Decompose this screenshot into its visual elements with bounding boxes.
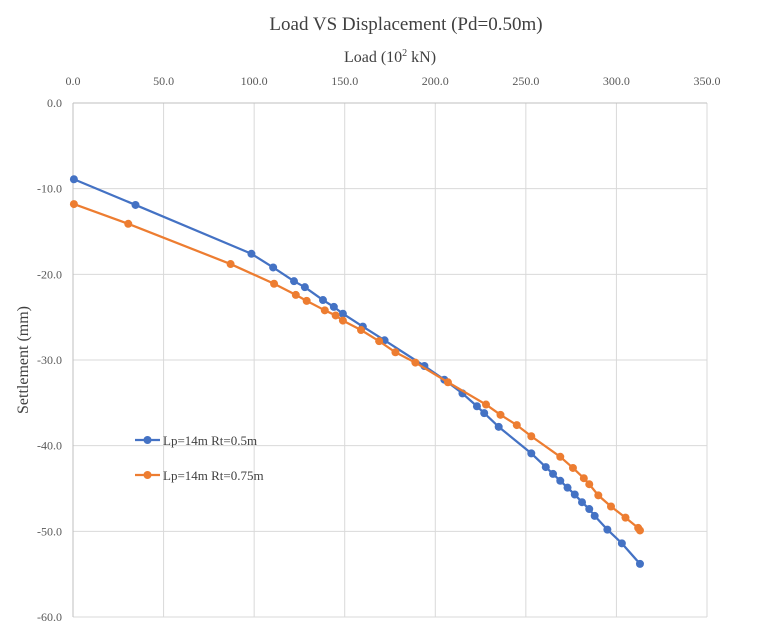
legend-label: Lp=14m Rt=0.75m [163,468,264,483]
data-point [578,498,587,507]
data-point [570,490,579,499]
data-point [621,513,630,522]
data-point [318,296,327,305]
legend-swatch-marker [143,471,152,479]
x-tick-label: 0.0 [66,74,81,88]
y-tick-label: -20.0 [37,267,62,281]
data-point [512,421,521,430]
y-tick-label: -10.0 [37,182,62,196]
data-point [69,175,78,184]
x-tick-label: 150.0 [331,74,358,88]
series-line [73,203,641,532]
data-point [338,309,347,318]
data-point [527,449,536,458]
y-tick-label: -60.0 [37,610,62,624]
y-axis-title: Settlement (mm) [15,306,32,414]
x-axis-title: Load (102 kN) [344,48,436,66]
data-point [247,249,256,258]
data-point [556,452,565,461]
data-point [269,263,278,272]
data-point [472,402,481,411]
tick-labels: 0.0 50.0 100.0 150.0 200.0 250.0 300.0 350.0 0.0… [37,74,721,624]
data-point [289,277,298,286]
data-point [391,348,400,357]
chart-title: Load VS Displacement (Pd=0.50m) [269,14,542,35]
data-point [556,476,565,485]
data-point [494,422,503,431]
axes [72,102,707,617]
data-point [124,219,133,228]
data-point [549,469,558,478]
x-tick-label: 350.0 [694,74,721,88]
data-point [357,326,366,335]
data-point [482,400,491,409]
data-point [579,474,588,483]
data-point [563,483,572,492]
data-series [69,175,644,568]
data-point [603,525,612,534]
data-point [568,463,577,472]
data-point [541,463,550,472]
x-tick-label: 250.0 [512,74,539,88]
data-point [585,505,594,514]
y-tick-label: -40.0 [37,439,62,453]
x-tick-label: 200.0 [422,74,449,88]
data-point [443,378,452,387]
data-point [617,539,626,548]
legend-label: Lp=14m Rt=0.5m [163,433,257,448]
data-point [226,260,235,269]
legend-entry-1: Lp=14m Rt=0.5m [135,433,257,448]
data-point [300,283,309,292]
legend-entry-2: Lp=14m Rt=0.75m [135,468,264,483]
gridlines [73,103,708,618]
data-point [291,290,300,299]
data-point [302,296,311,305]
data-point [411,358,420,367]
data-point [480,409,489,418]
x-axis-title-sup: 2 [402,48,407,59]
x-axis-title-unit: kN) [407,49,436,66]
data-point [329,302,338,311]
y-tick-label: -30.0 [37,353,62,367]
data-point [338,316,347,325]
data-point [635,526,644,535]
data-point [69,200,78,209]
x-tick-label: 300.0 [603,74,630,88]
data-point [131,200,140,209]
data-point [594,491,603,500]
legend: Lp=14m Rt=0.5m Lp=14m Rt=0.75m [135,433,264,483]
data-point [496,410,505,419]
data-point [585,480,594,489]
data-point [635,559,644,568]
data-point [270,279,279,288]
x-tick-label: 100.0 [241,74,268,88]
x-axis-title-main: Load (10 [344,49,402,66]
data-point [527,432,536,441]
data-point [606,502,615,511]
data-point [590,511,599,520]
x-tick-label: 50.0 [153,74,174,88]
data-point [320,306,329,315]
y-tick-label: -50.0 [37,524,62,538]
series-2 [69,200,644,535]
data-point [331,311,340,320]
legend-swatch-marker [143,436,152,444]
data-point [375,337,384,346]
y-tick-label: 0.0 [47,96,62,110]
